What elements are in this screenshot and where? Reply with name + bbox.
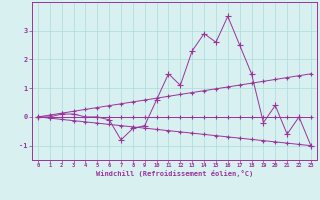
X-axis label: Windchill (Refroidissement éolien,°C): Windchill (Refroidissement éolien,°C) xyxy=(96,170,253,177)
